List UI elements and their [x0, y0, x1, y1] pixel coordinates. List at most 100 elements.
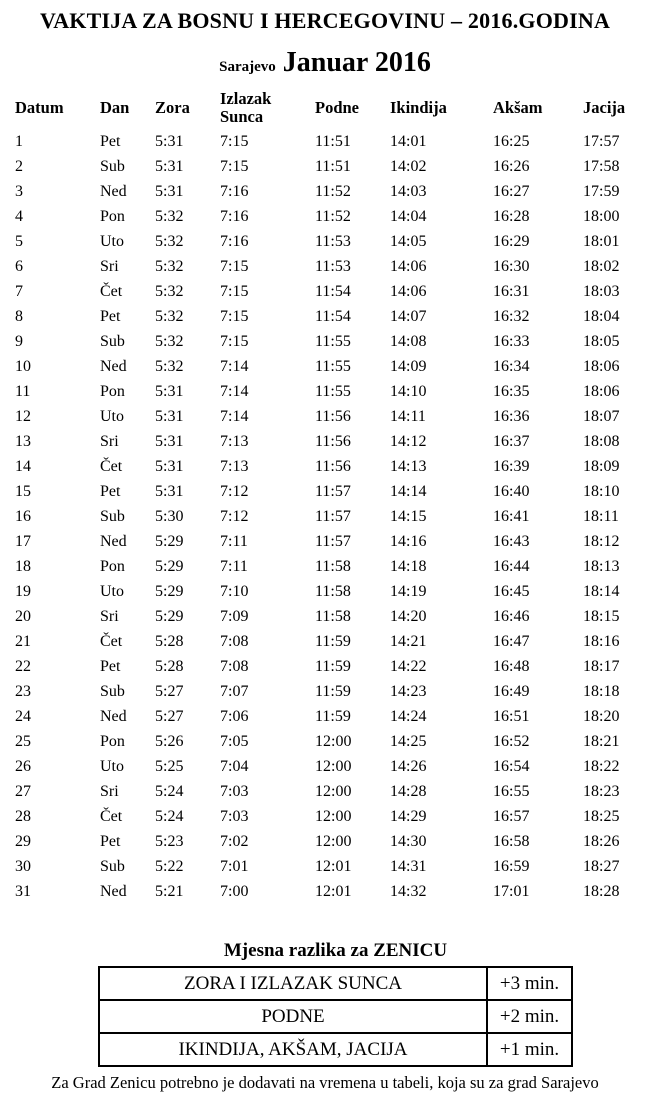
table-cell: 7:15 [220, 157, 249, 175]
table-cell: Čet [100, 632, 123, 650]
table-row: 29 Pet 5:23 7:02 12:00 14:30 16:58 18:26 [15, 829, 635, 854]
table-cell: 14:21 [390, 632, 427, 650]
table-row: 2 Sub 5:31 7:15 11:51 14:02 16:26 17:58 [15, 154, 635, 179]
table-cell: 16:39 [493, 457, 530, 475]
table-cell: 5:31 [155, 182, 184, 200]
table-cell: 18:14 [583, 582, 620, 600]
table-cell: 11:57 [315, 507, 351, 525]
table-cell: 5:24 [155, 807, 184, 825]
table-cell: 16:29 [493, 232, 530, 250]
table-cell: 17:59 [583, 182, 620, 200]
table-cell: 5:32 [155, 332, 184, 350]
table-cell: 11 [15, 382, 31, 400]
table-cell: 12:01 [315, 882, 352, 900]
table-cell: 17:01 [493, 882, 530, 900]
table-cell: 14:14 [390, 482, 427, 500]
table-cell: 16:57 [493, 807, 530, 825]
table-cell: Sri [100, 257, 119, 275]
table-cell: 16:35 [493, 382, 530, 400]
table-cell: Pon [100, 382, 125, 400]
table-cell: 18:06 [583, 382, 620, 400]
table-cell: 7:16 [220, 207, 249, 225]
table-cell: 14:01 [390, 132, 427, 150]
table-row: 9 Sub 5:32 7:15 11:55 14:08 16:33 18:05 [15, 329, 635, 354]
table-cell: 5:29 [155, 532, 184, 550]
table-cell: 16 [15, 507, 31, 525]
table-row: 25 Pon 5:26 7:05 12:00 14:25 16:52 18:21 [15, 729, 635, 754]
table-cell: 14:26 [390, 757, 427, 775]
table-cell: 14:23 [390, 682, 427, 700]
table-cell: 16:52 [493, 732, 530, 750]
table-row: 14 Čet 5:31 7:13 11:56 14:13 16:39 18:09 [15, 454, 635, 479]
table-cell: 16:49 [493, 682, 530, 700]
table-cell: 5:31 [155, 482, 184, 500]
table-cell: 14:28 [390, 782, 427, 800]
table-cell: Sub [100, 507, 125, 525]
zenica-offset-table: ZORA I IZLAZAK SUNCA +3 min. PODNE +2 min. I… [98, 966, 573, 1068]
table-row: 26 Uto 5:25 7:04 12:00 14:26 16:54 18:22 [15, 754, 635, 779]
table-cell: Pet [100, 657, 121, 675]
table-cell: Uto [100, 757, 124, 775]
prayer-times-table: Datum Dan Zora Izlazak Sunca Podne Ikind… [15, 87, 635, 904]
table-cell: 16:43 [493, 532, 530, 550]
table-cell: 8 [15, 307, 23, 325]
table-cell: 18:09 [583, 457, 620, 475]
zenica-label-cell: IKINDIJA, AKŠAM, JACIJA [98, 1032, 488, 1068]
table-row: 7 Čet 5:32 7:15 11:54 14:06 16:31 18:03 [15, 279, 635, 304]
table-cell: Čet [100, 807, 123, 825]
table-cell: 7:09 [220, 607, 249, 625]
table-cell: 9 [15, 332, 23, 350]
col-header-izlazak-sunca: Izlazak Sunca [220, 88, 272, 127]
table-cell: 5:32 [155, 232, 184, 250]
table-cell: 11:57 [315, 532, 351, 550]
zenica-row: PODNE +2 min. [98, 999, 573, 1035]
table-cell: 11:51 [315, 157, 351, 175]
table-cell: 11:59 [315, 682, 351, 700]
table-cell: 7:10 [220, 582, 249, 600]
table-cell: 18:15 [583, 607, 620, 625]
table-cell: 16:41 [493, 507, 530, 525]
footer-note: Za Grad Zenicu potrebno je dodavati na v… [51, 1073, 599, 1093]
table-cell: 24 [15, 707, 31, 725]
table-cell: 7:14 [220, 357, 249, 375]
zenica-label-cell: PODNE [98, 999, 488, 1035]
table-cell: 7:04 [220, 757, 249, 775]
table-cell: 7:11 [220, 532, 248, 550]
table-cell: 7:15 [220, 132, 249, 150]
table-cell: 5:32 [155, 207, 184, 225]
table-cell: 5:31 [155, 382, 184, 400]
table-cell: 18:28 [583, 882, 620, 900]
table-cell: 16:58 [493, 832, 530, 850]
table-row: 23 Sub 5:27 7:07 11:59 14:23 16:49 18:18 [15, 679, 635, 704]
table-cell: 16:33 [493, 332, 530, 350]
table-row: 31 Ned 5:21 7:00 12:01 14:32 17:01 18:28 [15, 879, 635, 904]
table-cell: Čet [100, 282, 123, 300]
zenica-row: IKINDIJA, AKŠAM, JACIJA +1 min. [98, 1032, 573, 1068]
table-cell: 7:03 [220, 782, 249, 800]
table-cell: 16:48 [493, 657, 530, 675]
table-cell: 4 [15, 207, 23, 225]
table-cell: 11:59 [315, 657, 351, 675]
table-cell: Sub [100, 332, 125, 350]
table-cell: 14:32 [390, 882, 427, 900]
table-cell: 11:52 [315, 207, 351, 225]
subtitle: Sarajevo Januar 2016 [0, 47, 650, 79]
city-label: Sarajevo [219, 59, 276, 76]
table-cell: 14:07 [390, 307, 427, 325]
table-row: 28 Čet 5:24 7:03 12:00 14:29 16:57 18:25 [15, 804, 635, 829]
table-cell: 14:12 [390, 432, 427, 450]
table-cell: 11:54 [315, 282, 351, 300]
col-header-datum: Datum [15, 97, 64, 117]
table-cell: 5:24 [155, 782, 184, 800]
table-row: 13 Sri 5:31 7:13 11:56 14:12 16:37 18:08 [15, 429, 635, 454]
table-cell: 30 [15, 857, 31, 875]
table-cell: 16:27 [493, 182, 530, 200]
table-cell: 3 [15, 182, 23, 200]
table-row: 18 Pon 5:29 7:11 11:58 14:18 16:44 18:13 [15, 554, 635, 579]
table-cell: Čet [100, 457, 123, 475]
table-cell: 10 [15, 357, 31, 375]
table-cell: 11:58 [315, 607, 351, 625]
table-cell: 5:26 [155, 732, 184, 750]
table-cell: 18:06 [583, 357, 620, 375]
table-cell: 18:18 [583, 682, 620, 700]
